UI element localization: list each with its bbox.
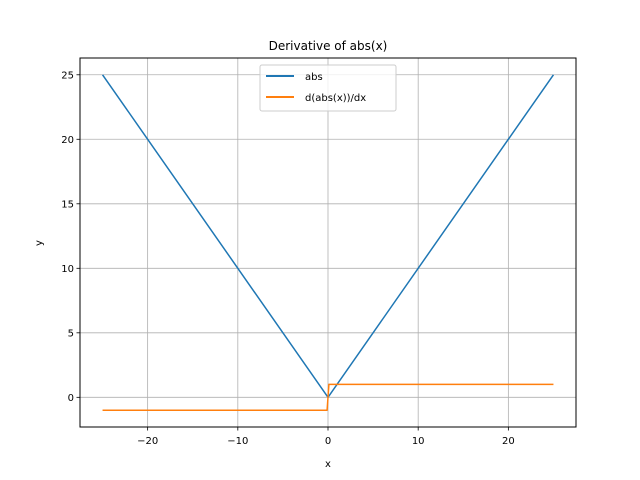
legend: abs d(abs(x))/dx	[259, 64, 397, 112]
chart-title: Derivative of abs(x)	[269, 39, 388, 53]
series-layer	[101, 74, 555, 411]
x-tick-label: −20	[137, 436, 158, 447]
x-tick-label: 20	[502, 436, 515, 447]
x-axis-label: x	[325, 459, 331, 470]
y-axis-label: y	[34, 240, 45, 246]
y-tick-label: 5	[68, 328, 74, 339]
x-tick-label: 10	[412, 436, 425, 447]
y-tick-label: 25	[61, 70, 74, 81]
legend-label-derivative: d(abs(x))/dx	[305, 93, 366, 104]
x-tick-label: −10	[227, 436, 248, 447]
series-line-derivative	[102, 383, 554, 411]
x-tick-label: 0	[325, 436, 331, 447]
ticks: −20 −10 0 10 20 0 5 10 15 20 25	[61, 70, 514, 447]
y-tick-label: 0	[68, 393, 74, 404]
y-tick-label: 15	[61, 199, 74, 210]
y-tick-label: 10	[61, 264, 74, 275]
y-tick-label: 20	[61, 135, 74, 146]
legend-label-abs: abs	[305, 72, 323, 83]
legend-box	[259, 64, 397, 112]
